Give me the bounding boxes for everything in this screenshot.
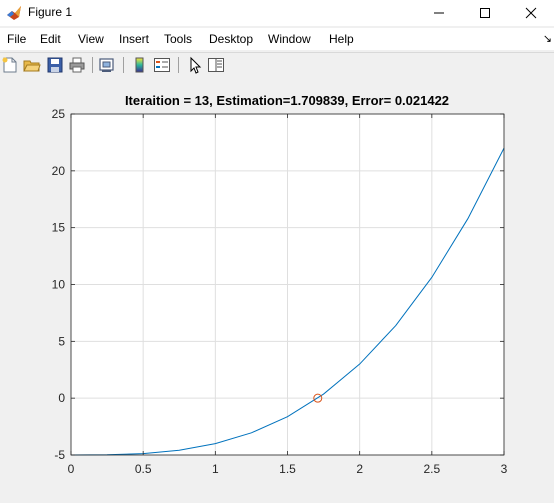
edit-plot-icon[interactable] [186, 56, 204, 74]
menu-view[interactable]: View [78, 32, 104, 46]
y-tick-label: 10 [52, 278, 66, 292]
toolbar-separator [123, 57, 124, 73]
menu-file[interactable]: File [7, 32, 27, 46]
y-tick-label: 15 [52, 221, 66, 235]
x-tick-label: 0.5 [135, 462, 152, 476]
menu-separator [0, 52, 554, 53]
menu-tools[interactable]: Tools [164, 32, 193, 46]
x-tick-label: 3 [501, 462, 508, 476]
save-icon[interactable] [46, 56, 64, 74]
y-tick-label: -5 [54, 448, 65, 462]
x-tick-label: 1 [212, 462, 219, 476]
menu-bar: File Edit View Insert Tools Desktop Wind… [0, 28, 554, 50]
plot-svg[interactable]: Iteraition = 13, Estimation=1.709839, Er… [0, 78, 554, 498]
menu-help[interactable]: Help [329, 32, 354, 46]
close-button[interactable] [508, 0, 554, 26]
toolbar-separator [92, 57, 93, 73]
y-tick-label: 0 [58, 391, 65, 405]
x-tick-label: 0 [68, 462, 75, 476]
open-file-icon[interactable] [23, 56, 41, 74]
window-title: Figure 1 [28, 5, 73, 19]
menu-insert[interactable]: Insert [119, 32, 150, 46]
matlab-icon [7, 6, 21, 20]
y-tick-label: 5 [58, 334, 65, 348]
property-editor-icon[interactable] [207, 56, 225, 74]
toolbar [0, 53, 554, 77]
maximize-button[interactable] [462, 0, 508, 26]
figure-canvas: Iteraition = 13, Estimation=1.709839, Er… [0, 78, 554, 498]
link-plot-icon[interactable] [98, 56, 116, 74]
y-tick-label: 25 [52, 107, 66, 121]
print-icon[interactable] [68, 56, 86, 74]
title-bar: Figure 1 [0, 0, 554, 26]
x-tick-label: 2 [356, 462, 363, 476]
menu-window[interactable]: Window [268, 32, 311, 46]
minimize-button[interactable] [416, 0, 462, 26]
dock-figure-icon[interactable]: ↘ [542, 33, 552, 45]
minimize-icon [434, 12, 444, 14]
insert-legend-icon[interactable] [153, 56, 171, 74]
insert-colorbar-icon[interactable] [131, 56, 149, 74]
menu-desktop[interactable]: Desktop [209, 32, 254, 46]
plot-title: Iteraition = 13, Estimation=1.709839, Er… [125, 93, 449, 108]
menu-edit[interactable]: Edit [40, 32, 61, 46]
y-tick-label: 20 [52, 164, 66, 178]
x-tick-label: 1.5 [279, 462, 296, 476]
new-figure-icon[interactable] [1, 56, 19, 74]
close-icon [525, 7, 537, 19]
maximize-icon [480, 8, 490, 18]
x-tick-label: 2.5 [423, 462, 440, 476]
estimate-marker [313, 393, 323, 403]
toolbar-separator [178, 57, 179, 73]
